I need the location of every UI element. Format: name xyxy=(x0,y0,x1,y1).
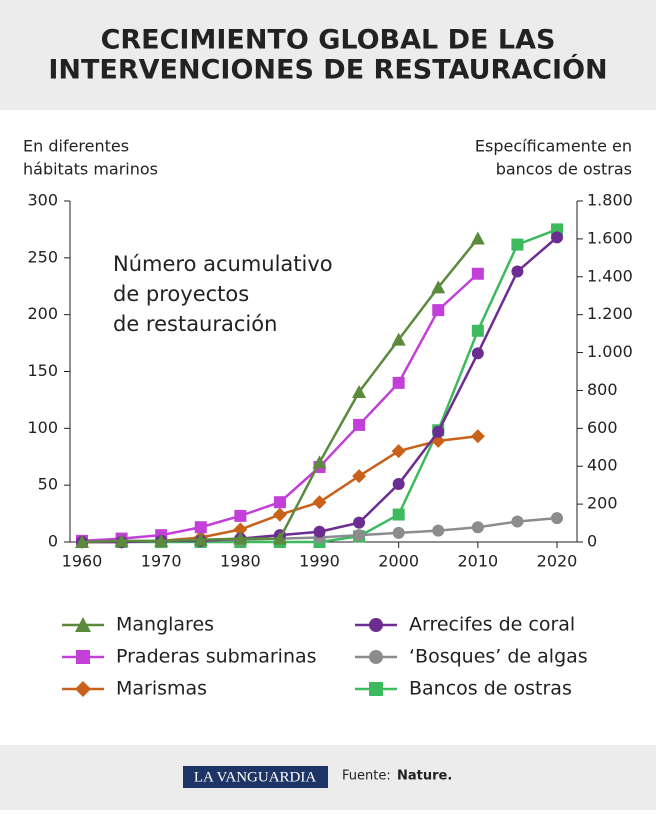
y2-tick-label: 600 xyxy=(587,418,618,437)
x-tick-label: 1960 xyxy=(62,552,103,571)
marker xyxy=(352,469,367,484)
marker xyxy=(392,526,405,539)
marker xyxy=(193,532,208,546)
marker xyxy=(511,238,524,251)
source: Nature. xyxy=(397,769,452,784)
y2-tick-label: 1.000 xyxy=(587,342,633,361)
logo: LA VANGUARDIA xyxy=(194,769,317,785)
marker xyxy=(392,508,405,521)
y-tick-label: 150 xyxy=(27,361,58,380)
marker xyxy=(391,444,406,459)
marker xyxy=(353,516,366,529)
y2-tick-label: 400 xyxy=(587,456,618,475)
marker xyxy=(511,515,524,528)
marker xyxy=(234,509,247,522)
marker xyxy=(194,521,207,534)
marker xyxy=(114,533,129,547)
y2-tick-label: 0 xyxy=(587,532,597,551)
y-tick-label: 300 xyxy=(27,191,58,210)
y2-axis-label: Específicamente en xyxy=(475,137,632,156)
marker xyxy=(432,524,445,537)
y-tick-label: 250 xyxy=(27,247,58,266)
x-tick-label: 1970 xyxy=(141,552,182,571)
marker xyxy=(392,478,405,491)
chart-title: CRECIMIENTO GLOBAL DE LAS xyxy=(101,25,556,56)
y2-tick-label: 1.600 xyxy=(587,228,633,247)
marker xyxy=(471,521,484,534)
legend-label: ‘Bosques’ de algas xyxy=(409,646,588,668)
marker xyxy=(470,231,485,245)
y2-tick-label: 200 xyxy=(587,494,618,513)
marker xyxy=(369,650,383,664)
marker xyxy=(353,529,366,542)
marker xyxy=(272,507,287,522)
header-band xyxy=(0,0,656,110)
marker xyxy=(233,531,248,545)
logo-box xyxy=(183,766,328,788)
marker xyxy=(312,495,327,510)
x-tick-label: 2000 xyxy=(378,552,419,571)
marker xyxy=(432,425,445,438)
y2-axis-label: bancos de ostras xyxy=(496,160,632,179)
y-tick-label: 0 xyxy=(48,532,58,551)
marker xyxy=(471,347,484,360)
marker xyxy=(75,681,91,697)
marker xyxy=(313,525,326,538)
legend-label: Manglares xyxy=(116,614,214,636)
marker xyxy=(369,682,383,696)
annotation: de proyectos xyxy=(113,282,249,306)
x-tick-label: 1980 xyxy=(220,552,261,571)
marker xyxy=(75,535,89,548)
marker xyxy=(471,324,484,337)
marker xyxy=(471,267,484,280)
y2-tick-label: 1.200 xyxy=(587,304,633,323)
series-line xyxy=(82,228,558,544)
legend-label: Marismas xyxy=(116,678,207,700)
legend-label: Praderas submarinas xyxy=(116,646,317,668)
marker xyxy=(312,455,327,469)
marker xyxy=(551,231,563,244)
legend-label: Bancos de ostras xyxy=(409,678,572,700)
annotation: Número acumulativo xyxy=(113,252,333,276)
marker xyxy=(432,304,445,317)
y-axis-label: hábitats marinos xyxy=(23,160,158,179)
y-tick-label: 100 xyxy=(27,418,58,437)
x-tick-label: 2010 xyxy=(457,552,498,571)
y2-tick-label: 1.800 xyxy=(587,191,633,210)
y2-tick-label: 800 xyxy=(587,380,618,399)
marker xyxy=(431,280,446,294)
marker xyxy=(272,531,287,545)
x-tick-label: 1990 xyxy=(299,552,340,571)
y-tick-label: 50 xyxy=(38,475,58,494)
annotation: de restauración xyxy=(113,312,277,336)
series-line xyxy=(82,435,478,544)
source-label: Fuente: xyxy=(342,769,391,784)
marker xyxy=(273,496,286,509)
marker xyxy=(75,617,91,632)
marker xyxy=(470,429,485,444)
marker xyxy=(369,618,383,632)
marker xyxy=(551,512,563,525)
marker xyxy=(352,384,367,398)
marker xyxy=(233,522,248,537)
marker xyxy=(391,332,406,346)
chart-title: INTERVENCIONES DE RESTAURACIÓN xyxy=(48,54,607,86)
y-tick-label: 200 xyxy=(27,304,58,323)
marker xyxy=(511,265,524,278)
marker xyxy=(154,533,169,547)
marker xyxy=(353,418,366,431)
marker xyxy=(76,650,90,664)
y2-tick-label: 1.400 xyxy=(587,266,633,285)
x-tick-label: 2020 xyxy=(537,552,578,571)
y-axis-label: En diferentes xyxy=(23,137,129,156)
marker xyxy=(392,376,405,389)
legend-label: Arrecifes de coral xyxy=(409,614,575,636)
